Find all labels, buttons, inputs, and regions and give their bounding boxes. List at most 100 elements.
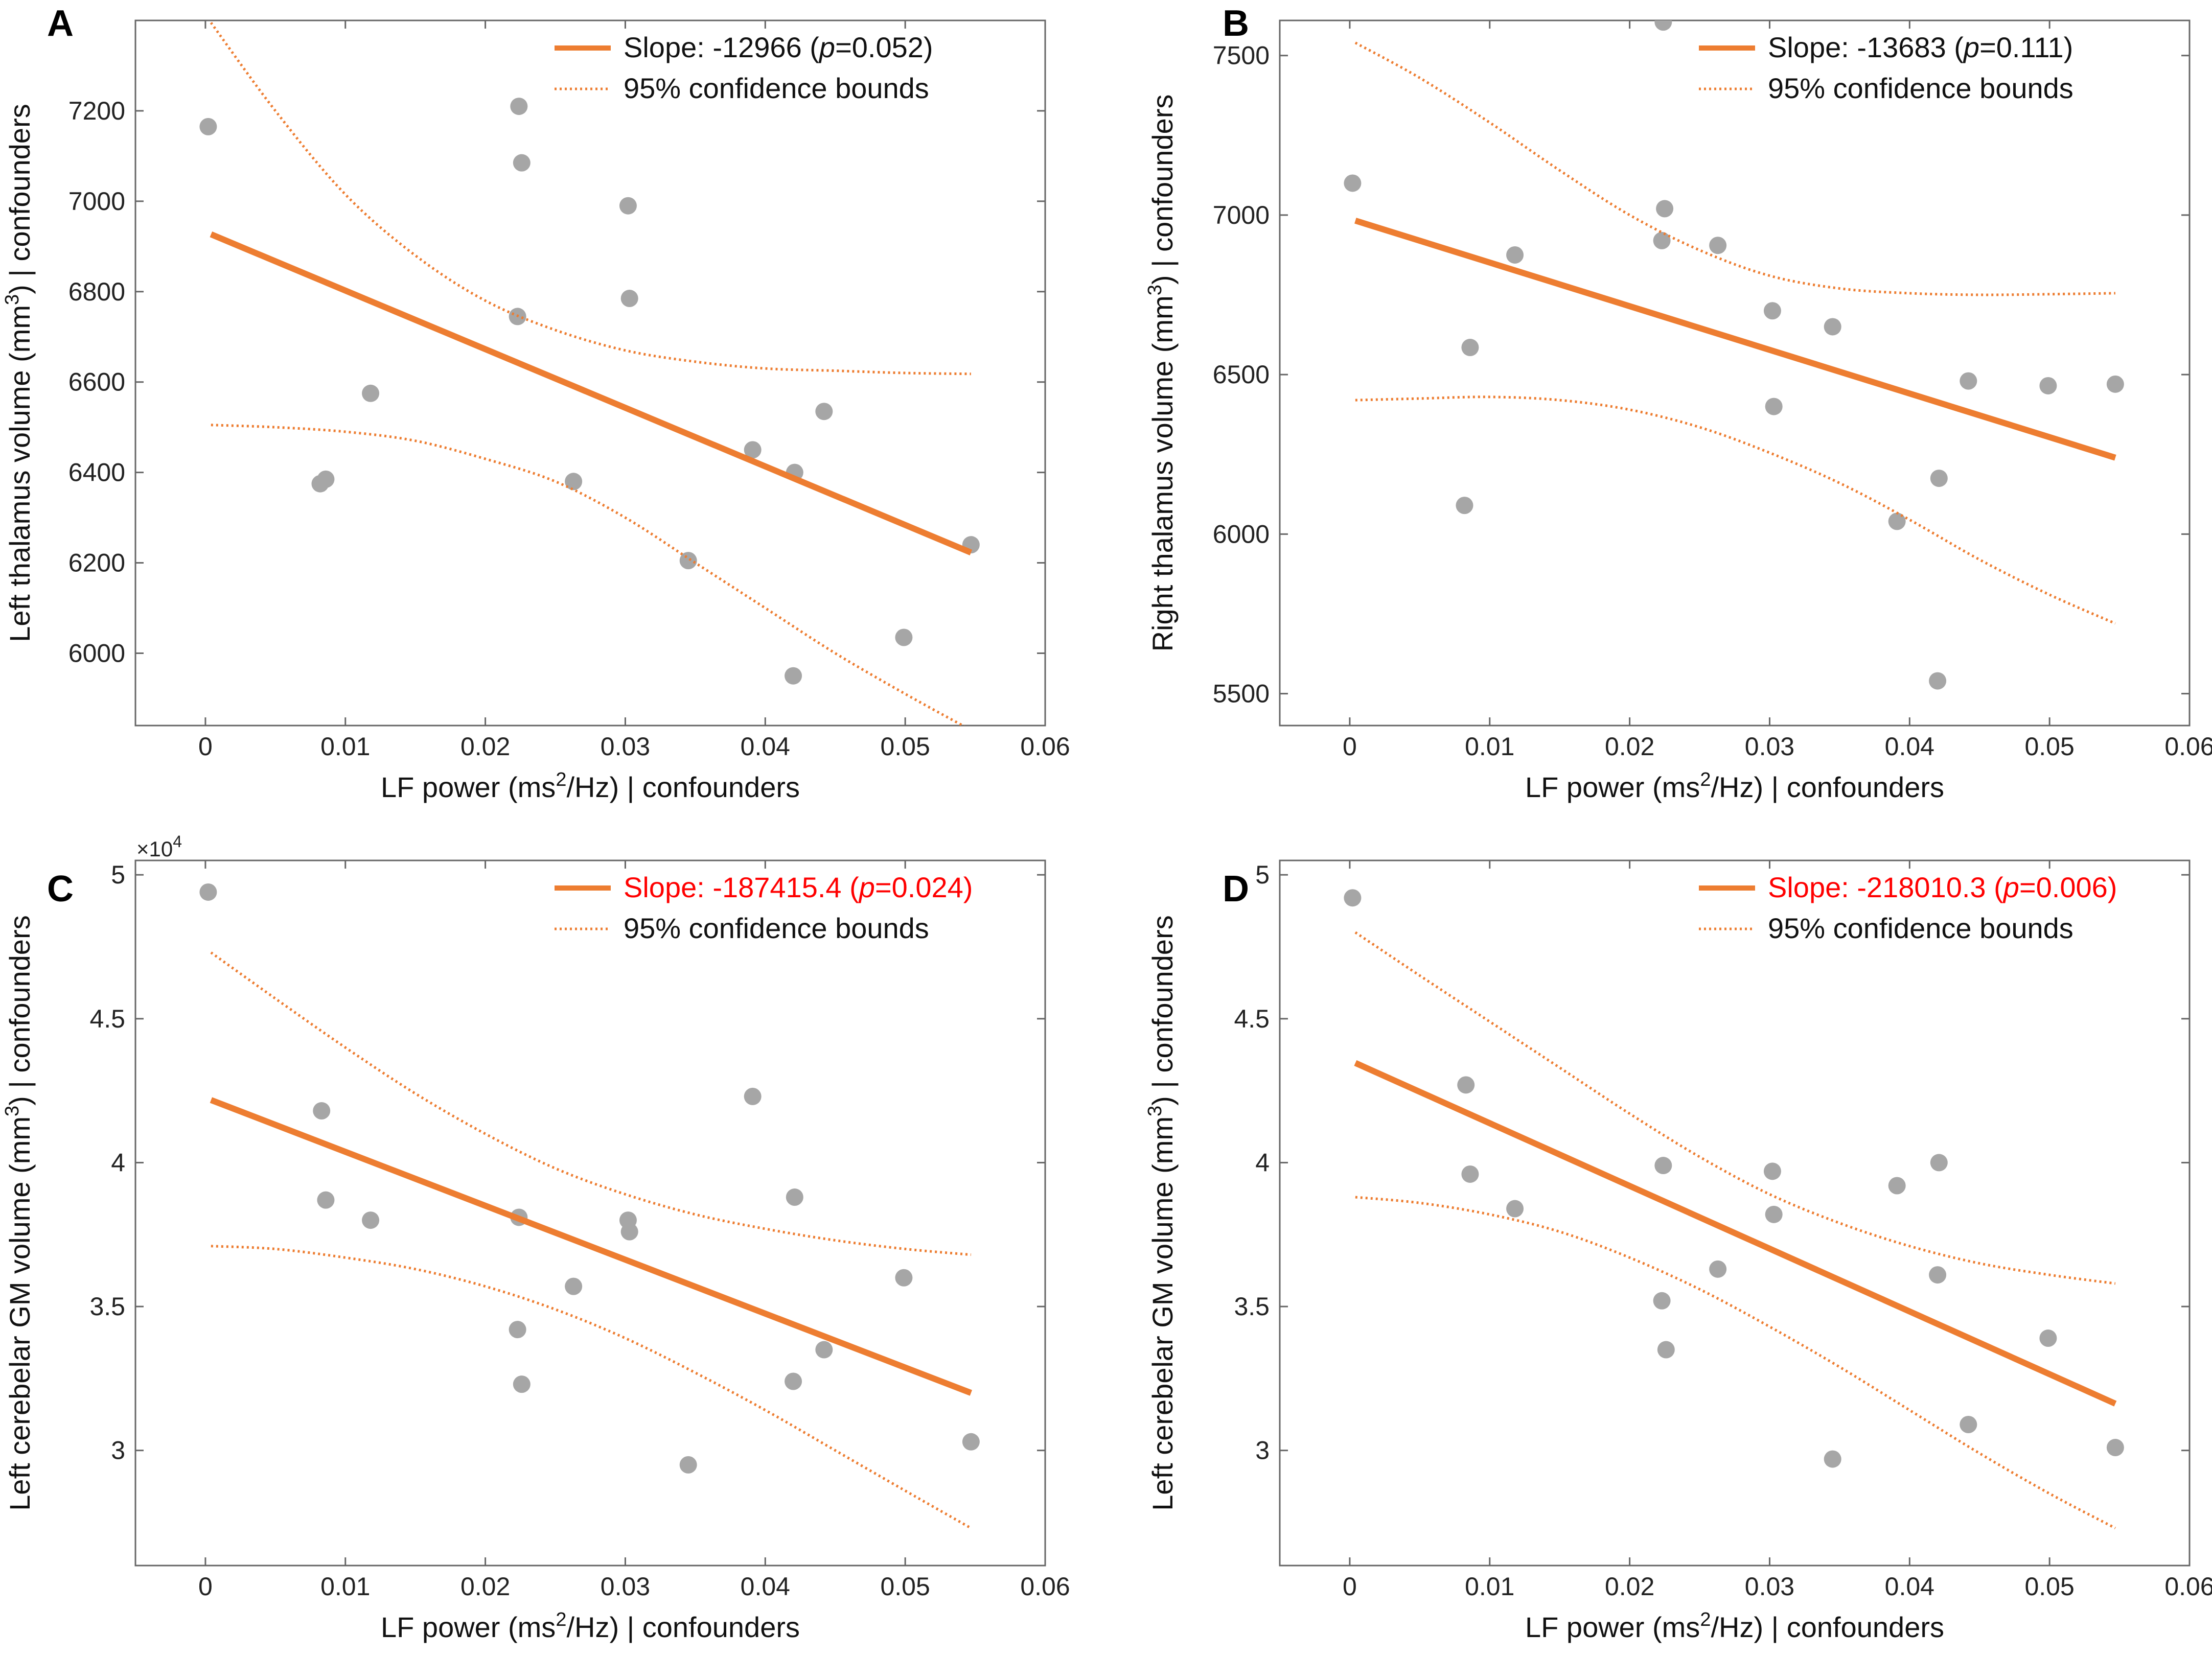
y-tick-label: 7000 [1213,201,1270,229]
data-point [1461,339,1479,357]
ci-upper-line [210,21,971,376]
legend-fit-label: Slope: -218010.3 (p=0.006) [1768,871,2117,903]
data-point [1709,1260,1727,1278]
legend-p-symbol: p [818,31,835,63]
data-point [1653,231,1671,249]
data-point [1506,1200,1524,1218]
y-tick-label: 5500 [1213,680,1270,708]
data-point [2039,1329,2057,1347]
x-axis-title: LF power (ms2/Hz) | confounders [1525,769,1944,803]
x-axis-title-post: /Hz) | confounders [566,771,800,803]
x-tick-label: 0.01 [320,1572,370,1601]
legend-ci-label: 95% confidence bounds [624,912,929,944]
data-point [744,1087,762,1105]
data-point [510,98,528,115]
ci-upper-line [210,951,972,1256]
data-point [362,384,380,402]
data-point [815,1341,833,1359]
legend-p-value: =0.111) [1979,31,2073,63]
y-axis-title-post: ) | confounders [1146,915,1179,1106]
data-point [199,118,217,135]
y-axis-title-pre: Left thalamus volume (mm [4,305,36,642]
data-point [1653,1292,1671,1310]
x-tick-label: 0.03 [601,1572,650,1601]
data-point [1930,1154,1948,1172]
legend: Slope: -187415.4 (p=0.024) 95% confidence… [555,871,973,944]
x-axis-title-post: /Hz) | confounders [566,1611,800,1643]
data-point [895,1269,913,1287]
y-exponent-label: ×104 [136,832,182,861]
y-axis-title-pre: Left cerebelar GM volume (mm [4,1116,36,1511]
x-axis-title-pre: LF power (ms [381,771,556,803]
data-point [1929,1266,1947,1284]
y-tick-label: 5 [1255,860,1270,889]
legend-slope-text: Slope: -13683 ( [1768,31,1964,63]
legend: Slope: -12966 (p=0.052) 95% confidence bo… [555,31,933,104]
x-axis-title-sup: 2 [1700,769,1711,790]
data-point [565,1277,583,1295]
x-tick-label: 0.06 [1020,732,1070,761]
data-point [1657,1341,1675,1359]
y-tick-label: 6800 [68,277,125,306]
ci-lower-line [1355,1196,2116,1529]
data-point [1763,302,1781,320]
x-axis-title-pre: LF power (ms [1525,771,1700,803]
ci-upper-line [1354,931,2116,1285]
data-point [786,1188,803,1206]
y-tick-label: 3.5 [89,1292,125,1321]
legend: Slope: -218010.3 (p=0.006) 95% confidence… [1699,871,2117,944]
data-point [1506,246,1524,264]
data-point [1824,1450,1841,1468]
legend-p-symbol: p [1963,31,1979,63]
data-point [620,1223,638,1241]
data-point [1888,1177,1906,1195]
x-tick-label: 0.02 [460,732,510,761]
data-point [2106,1439,2124,1457]
x-tick-label: 0 [1343,1572,1357,1601]
x-tick-label: 0.06 [2164,732,2212,761]
x-axis-title-sup: 2 [1700,1609,1711,1630]
data-point [785,667,802,685]
data-point [619,197,637,215]
data-point [1709,237,1727,254]
data-point [815,403,833,421]
data-point [1824,318,1841,336]
data-point [2039,377,2057,394]
x-tick-label: 0.04 [1885,1572,1934,1601]
x-tick-label: 0.03 [1745,732,1794,761]
x-tick-label: 0 [198,1572,213,1601]
x-tick-label: 0.05 [880,1572,930,1601]
y-axis-title: Right thalamus volume (mm3) | confounder… [1144,95,1179,652]
data-point [744,441,762,459]
y-axis-title-sup: 3 [1144,285,1166,295]
legend: Slope: -13683 (p=0.111) 95% confidence bo… [1699,31,2073,104]
data-point [785,1372,802,1390]
data-point [1960,372,1977,390]
y-tick-label: 6000 [1213,520,1270,548]
data-point [513,1375,531,1393]
y-axis-title-post: ) | confounders [1146,95,1179,285]
x-tick-label: 0.03 [1745,1572,1794,1601]
x-axis-title: LF power (ms2/Hz) | confounders [381,1609,800,1643]
y-tick-label: 3 [111,1436,125,1465]
panel-letter: D [1223,869,1249,909]
data-point [362,1211,380,1229]
y-axis-title-pre: Left cerebelar GM volume (mm [1146,1116,1179,1511]
legend-p-value: =0.006) [2019,871,2117,903]
y-tick-label: 6200 [68,549,125,577]
y-tick-label: 5 [111,860,125,889]
legend-p-symbol: p [858,871,875,903]
x-tick-label: 0.06 [1020,1572,1070,1601]
y-exponent-base: ×10 [136,837,173,861]
legend-ci-label: 95% confidence bounds [624,72,929,104]
x-axis-title-pre: LF power (ms [1525,1611,1700,1643]
y-tick-label: 6500 [1213,360,1270,389]
data-point [1765,398,1783,415]
fit-line [1354,1060,2117,1407]
x-tick-label: 0.04 [741,1572,790,1601]
x-axis-title: LF power (ms2/Hz) | confounders [1525,1609,1944,1643]
x-tick-label: 0.01 [320,732,370,761]
data-point [1344,889,1362,907]
axes-box [134,19,1046,727]
